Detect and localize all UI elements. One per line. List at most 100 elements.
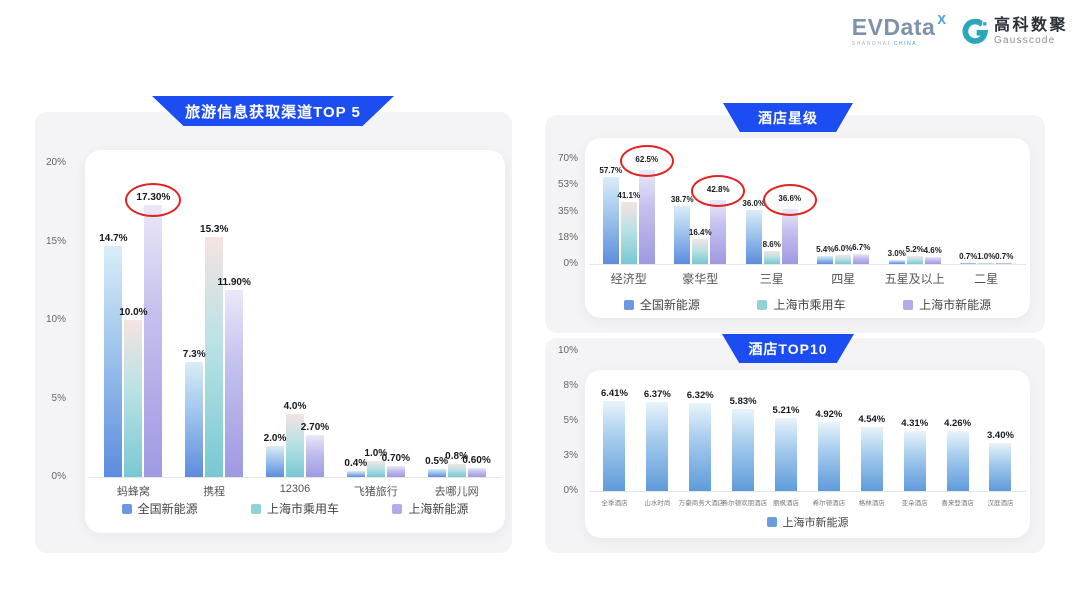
value-label: 5.83% — [729, 396, 757, 408]
legend-item: 上海新能源 — [392, 500, 468, 517]
travel-plot-area: 14.7% 10.0% 17.30% 7.3% 15.3% 11.90% 2.0% 4.0% 2… — [93, 163, 497, 477]
value-label: 0.8% — [445, 451, 468, 463]
bar: 6.37% — [644, 389, 671, 491]
category-label: 山水时尚 — [644, 500, 671, 507]
bar: 1.0% — [977, 252, 995, 264]
bar: 7.3% — [183, 349, 206, 477]
category-label: 全季酒店 — [601, 500, 628, 507]
bar-group: 6.32% — [687, 390, 714, 491]
bar: 11.90% — [218, 277, 251, 477]
travel-channels-panel: 20% 15% 10% 5% 0% 14.7% 10.0% 17.30% 7.3% 15.3% 1… — [35, 112, 512, 553]
stars-plot-area: 57.7% 41.1% 62.5% 38.7% 16.4% 42.8% 36.0% 8.6% 3… — [593, 145, 1022, 264]
value-label: 2.0% — [263, 432, 287, 444]
y-tick-53%: 53% — [557, 179, 578, 191]
y-tick-5%: 5% — [563, 415, 578, 426]
value-label: 0.5% — [425, 456, 448, 468]
hotel-stars-title-banner: 酒店星级 — [723, 103, 853, 132]
highlight-circle — [691, 174, 746, 207]
value-label: 1.0% — [364, 448, 388, 460]
y-tick-10%: 10% — [45, 314, 66, 325]
bar: 0.7% — [995, 252, 1013, 264]
y-tick-10%: 10% — [557, 345, 578, 356]
bar-group: 2.0% 4.0% 2.70% — [263, 401, 329, 477]
travel-x-axis-line — [89, 477, 501, 478]
value-label: 7.3% — [182, 349, 206, 361]
bar: 14.7% — [99, 233, 128, 477]
evdata-x-mark: X — [937, 12, 946, 27]
bar: 3.0% — [888, 249, 906, 264]
value-label: 6.0% — [834, 244, 853, 253]
category-label: 希尔顿欢朋酒店 — [721, 500, 768, 507]
bar-group: 38.7% 16.4% 42.8% — [671, 174, 746, 264]
value-label: 4.0% — [283, 401, 307, 413]
y-tick-35%: 35% — [557, 205, 578, 217]
highlight-circle — [762, 184, 817, 217]
legend-item: 上海市乘用车 — [757, 296, 845, 313]
bar: 5.2% — [906, 245, 924, 264]
evdata-wordmark: EVData X — [851, 12, 946, 40]
hotel-top10-title-banner: 酒店TOP10 — [722, 334, 854, 363]
evdata-text: EVData — [851, 14, 936, 40]
bar: 5.21% — [773, 405, 799, 491]
header-logos: EVData X SHANGHAI CHINA 高科数聚 Gausscode — [851, 12, 1068, 47]
bar-group: 7.3% 15.3% 11.90% — [183, 224, 251, 477]
value-label: 6.7% — [852, 242, 871, 252]
bar: 3.40% — [987, 430, 1014, 491]
value-label: 14.7% — [99, 233, 128, 245]
hotels-category-labels: 全季酒店 山水时尚 万豪商务大酒店 希尔顿欢朋酒店 丽枫酒店 希尔顿酒店 格林酒店 亚朵酒店 喜… — [593, 497, 1022, 507]
hotels-plot-area: 6.41% 6.37% 6.32% 5.83% 5.21% 4.92% 4.54% 4.31%… — [593, 351, 1022, 491]
stars-category-labels: 经济型 豪华型 三星 四星 五星及以上 二星 — [593, 270, 1022, 287]
bar: 36.6% — [762, 184, 817, 264]
travel-legend: 全国新能源 上海市乘用车 上海新能源 — [95, 500, 495, 517]
legend-label: 全国新能源 — [639, 298, 700, 312]
value-label: 4.92% — [815, 409, 843, 421]
value-label: 6.37% — [643, 388, 671, 400]
bar: 5.4% — [816, 245, 834, 264]
category-label: 二星 — [974, 272, 999, 286]
evdata-caption: SHANGHAI CHINA — [851, 41, 918, 47]
category-label: 万豪商务大酒店 — [678, 500, 725, 507]
value-label: 11.90% — [217, 277, 251, 289]
bar: 15.3% — [200, 224, 228, 477]
bar-group: 3.0% 5.2% 4.6% — [888, 245, 942, 264]
legend-item: 全国新能源 — [623, 296, 700, 313]
stars-legend: 全国新能源 上海市乘用车 上海市新能源 — [595, 296, 1020, 313]
category-label: 三星 — [759, 272, 784, 286]
value-label: 3.0% — [887, 248, 906, 258]
value-label: 4.31% — [901, 417, 929, 429]
bar-group: 5.21% — [773, 405, 799, 491]
bar-group: 6.37% — [644, 389, 671, 491]
category-label: 豪华型 — [682, 272, 719, 286]
value-label: 5.4% — [816, 244, 835, 254]
bar: 57.7% — [599, 166, 622, 264]
value-label: 0.60% — [462, 454, 491, 466]
bar-group: 14.7% 10.0% 17.30% — [99, 183, 182, 477]
bar-group: 4.54% — [858, 414, 885, 491]
category-label: 携程 — [203, 486, 226, 498]
legend-swatch — [903, 299, 914, 310]
bar-group: 57.7% 41.1% 62.5% — [599, 145, 674, 264]
category-label: 五星及以上 — [884, 272, 945, 286]
hotels-x-axis-line — [589, 491, 1026, 492]
bar: 6.41% — [601, 388, 628, 491]
value-label: 3.40% — [986, 430, 1014, 442]
value-label: 38.7% — [670, 194, 694, 204]
value-label: 57.7% — [599, 166, 623, 176]
value-label: 1.0% — [977, 251, 996, 261]
value-label: 4.6% — [923, 246, 942, 256]
value-label: 0.7% — [959, 251, 978, 261]
travel-chart-title: 旅游信息获取渠道TOP 5 — [185, 103, 361, 121]
y-tick-0%: 0% — [563, 258, 578, 269]
category-label: 格林酒店 — [858, 500, 885, 507]
category-label: 飞猪旅行 — [353, 486, 398, 498]
bar-group: 3.40% — [987, 430, 1014, 491]
value-label: 10.0% — [119, 307, 148, 318]
travel-category-labels: 蚂蜂窝 携程 12306 飞猪旅行 去哪儿网 — [93, 483, 497, 499]
hotel-top10-panel: 10% 8% 5% 3% 0% 6.41% 6.37% 6.32% 5.83% 5.21% 4.9… — [545, 338, 1045, 553]
bar: 0.70% — [382, 453, 410, 477]
stars-x-axis-line — [589, 264, 1026, 265]
gausscode-en: Gausscode — [993, 34, 1056, 46]
value-label: 16.4% — [688, 228, 712, 238]
y-tick-18%: 18% — [557, 231, 578, 243]
legend-item: 上海市新能源 — [903, 296, 991, 313]
